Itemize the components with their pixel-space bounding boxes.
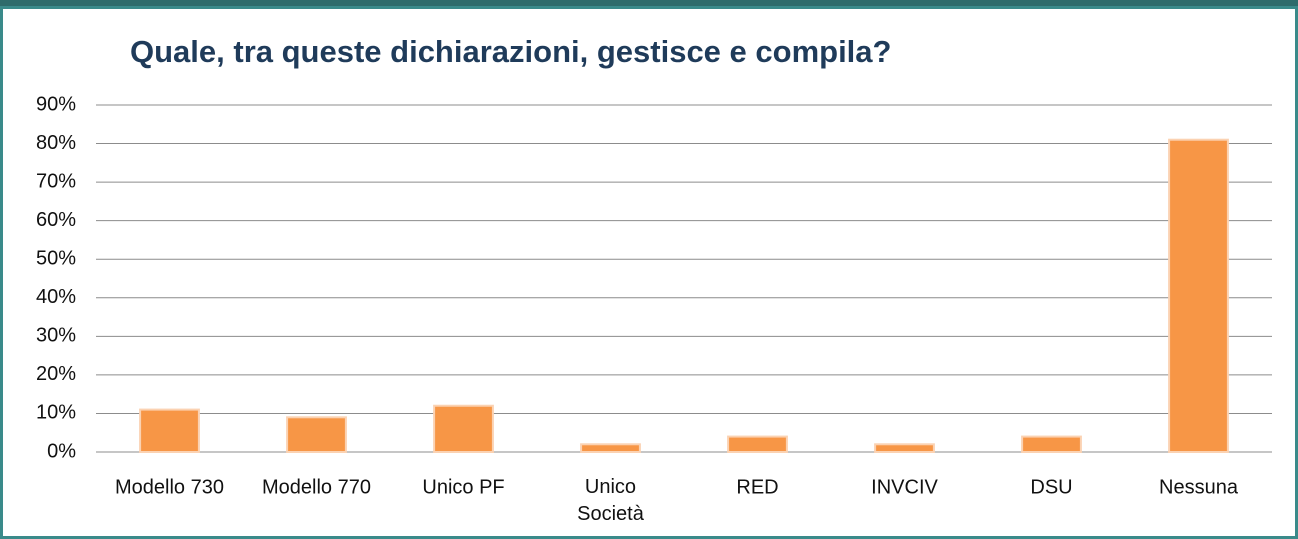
bar (874, 443, 935, 453)
y-tick-label: 80% (36, 132, 76, 154)
y-tick-label: 90% (36, 93, 76, 115)
y-tick-label: 50% (36, 248, 76, 270)
bar (1021, 435, 1082, 454)
y-tick-label: 10% (36, 402, 76, 424)
bar (433, 404, 494, 454)
top-strip (0, 0, 1298, 6)
x-tick-label: Unico PF (422, 476, 504, 498)
y-tick-label: 70% (36, 170, 76, 192)
x-tick-label: INVCIV (871, 476, 938, 498)
frame (0, 6, 1298, 539)
bar (1168, 138, 1229, 453)
y-tick-label: 20% (36, 363, 76, 385)
chart-title: Quale, tra queste dichiarazioni, gestisc… (130, 34, 891, 69)
bar (139, 408, 200, 454)
y-tick-label: 40% (36, 286, 76, 308)
x-tick-label: Modello 770 (262, 476, 371, 498)
x-tick-label: Modello 730 (115, 476, 224, 498)
y-tick-label: 30% (36, 325, 76, 347)
bar (286, 416, 347, 453)
bar (727, 435, 788, 454)
bar (580, 443, 641, 453)
x-tick-label: Unico Società (577, 476, 645, 525)
x-tick-label: DSU (1030, 476, 1072, 498)
y-tick-label: 60% (36, 209, 76, 231)
y-tick-label: 0% (47, 440, 76, 462)
x-tick-label: Nessuna (1159, 476, 1239, 498)
x-tick-label: RED (736, 476, 778, 498)
